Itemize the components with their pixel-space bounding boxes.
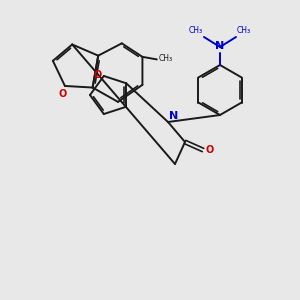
Text: N: N (215, 41, 225, 51)
Text: CH₃: CH₃ (237, 26, 251, 35)
Text: CH₃: CH₃ (189, 26, 203, 35)
Text: N: N (169, 111, 178, 121)
Text: O: O (206, 145, 214, 155)
Text: CH₃: CH₃ (159, 54, 173, 63)
Text: O: O (94, 70, 102, 80)
Text: O: O (59, 89, 67, 99)
